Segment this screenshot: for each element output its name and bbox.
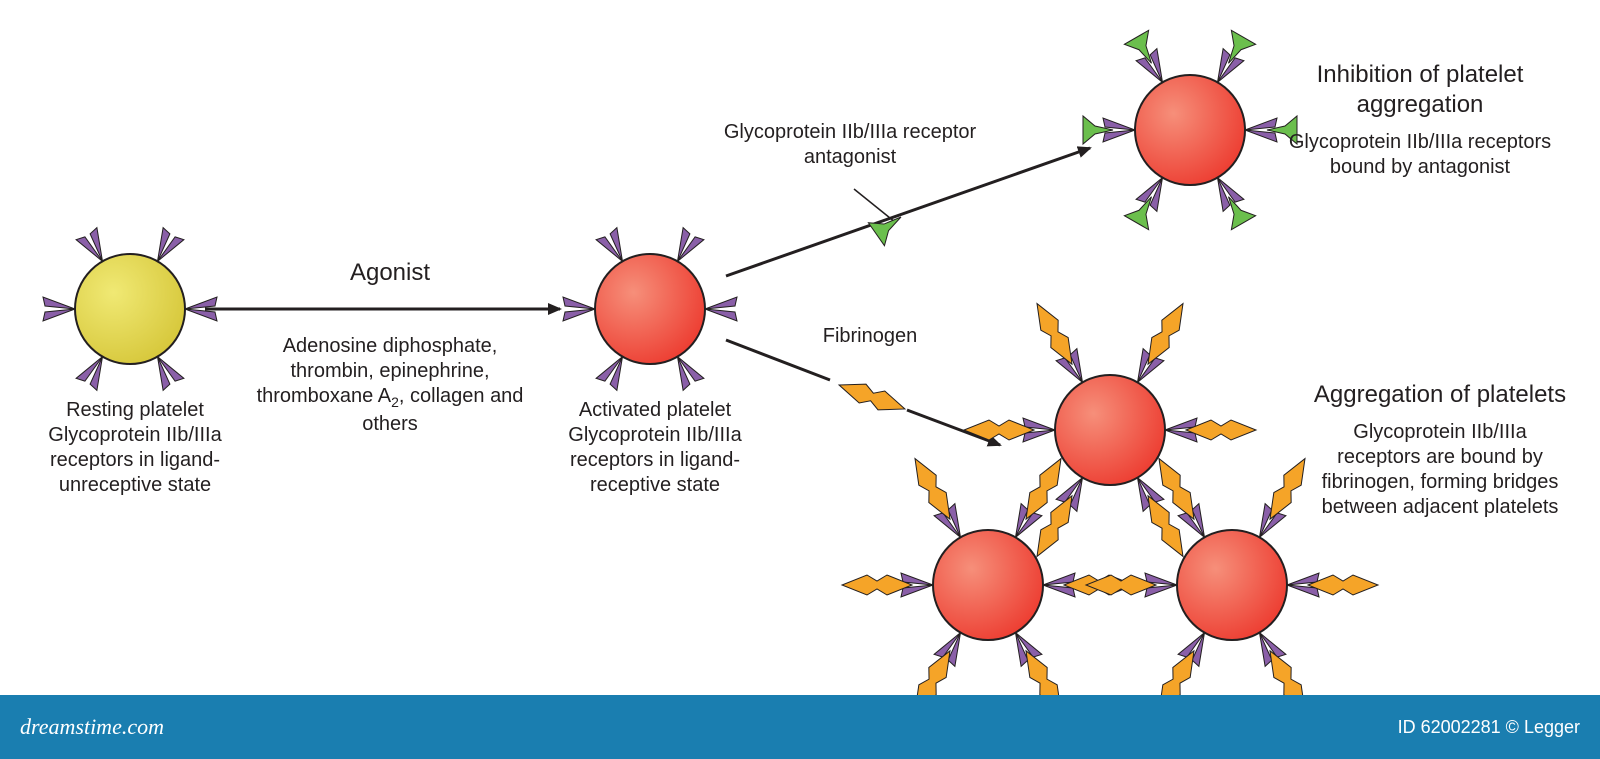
fibrinogen-marker: [836, 376, 909, 419]
agonist-heading: Agonist: [240, 258, 540, 288]
inhibition-heading: Inhibition of platelet aggregation: [1280, 60, 1560, 120]
footer-id: ID 62002281 © Legger: [1398, 717, 1580, 738]
fibrinogen-label: Fibrinogen: [790, 324, 950, 349]
agonist-body: Adenosine diphosphate, thrombin, epineph…: [240, 334, 540, 437]
agonist-block: Agonist Adenosine diphosphate, thrombin,…: [240, 258, 540, 437]
footer-bar: dreamstime.com ID 62002281 © Legger: [0, 695, 1600, 759]
activated-caption: Activated platelet Glycoprotein IIb/IIIa…: [555, 398, 755, 498]
aggregation-heading: Aggregation of platelets: [1310, 380, 1570, 410]
antagonist-marker: [868, 206, 909, 246]
inhibited-platelet: [1083, 30, 1297, 229]
aggregate-cluster: [842, 298, 1378, 718]
diagram-stage: { "canvas": { "width": 1600, "height": 7…: [0, 0, 1600, 759]
resting-platelet: [43, 228, 217, 391]
antagonist-callout-line: [854, 189, 895, 222]
inhibition-block: Inhibition of platelet aggregation Glyco…: [1280, 60, 1560, 180]
antagonist-label: Glycoprotein IIb/IIIa receptor antagonis…: [720, 120, 980, 170]
footer-brand: dreamstime.com: [20, 714, 164, 740]
inhibition-body: Glycoprotein IIb/IIIa receptors bound by…: [1280, 130, 1560, 180]
activated-platelet: [563, 228, 737, 391]
resting-caption: Resting platelet Glycoprotein IIb/IIIa r…: [40, 398, 230, 498]
aggregation-block: Aggregation of platelets Glycoprotein II…: [1310, 380, 1570, 520]
aggregation-body: Glycoprotein IIb/IIIa receptors are boun…: [1310, 420, 1570, 520]
